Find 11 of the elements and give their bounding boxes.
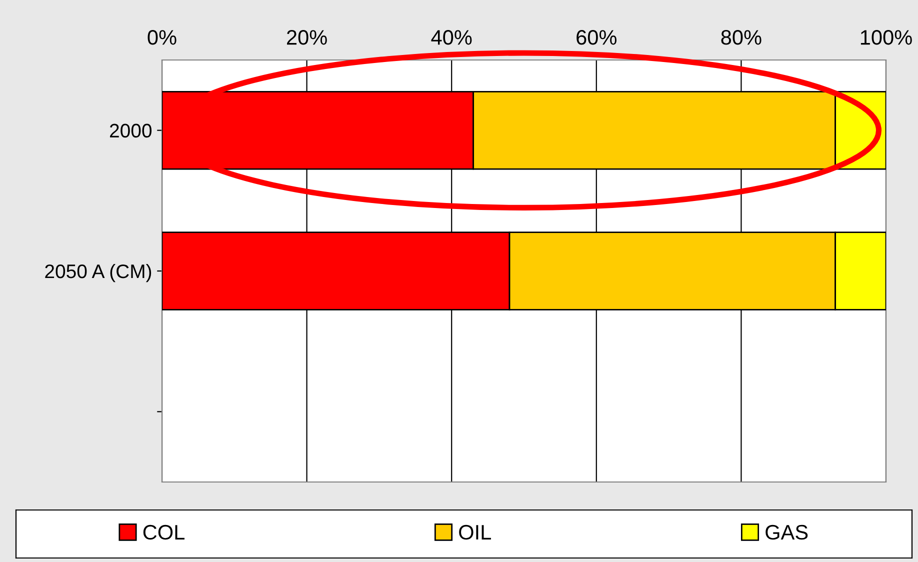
legend-label: GAS: [766, 524, 808, 540]
legend-label: OIL: [459, 524, 491, 540]
x-tick-label: 40%: [431, 30, 472, 45]
x-tick-label: 0%: [148, 30, 176, 45]
x-tick-label: 60%: [576, 30, 617, 45]
x-tick-label: 20%: [287, 30, 327, 45]
x-tick-label: 80%: [721, 30, 762, 45]
y-tick-label: 2000: [110, 124, 152, 138]
legend-label: COL: [143, 524, 184, 540]
y-tick-label: 2050 A (CM): [45, 264, 152, 282]
x-tick-label: 100%: [860, 30, 912, 45]
